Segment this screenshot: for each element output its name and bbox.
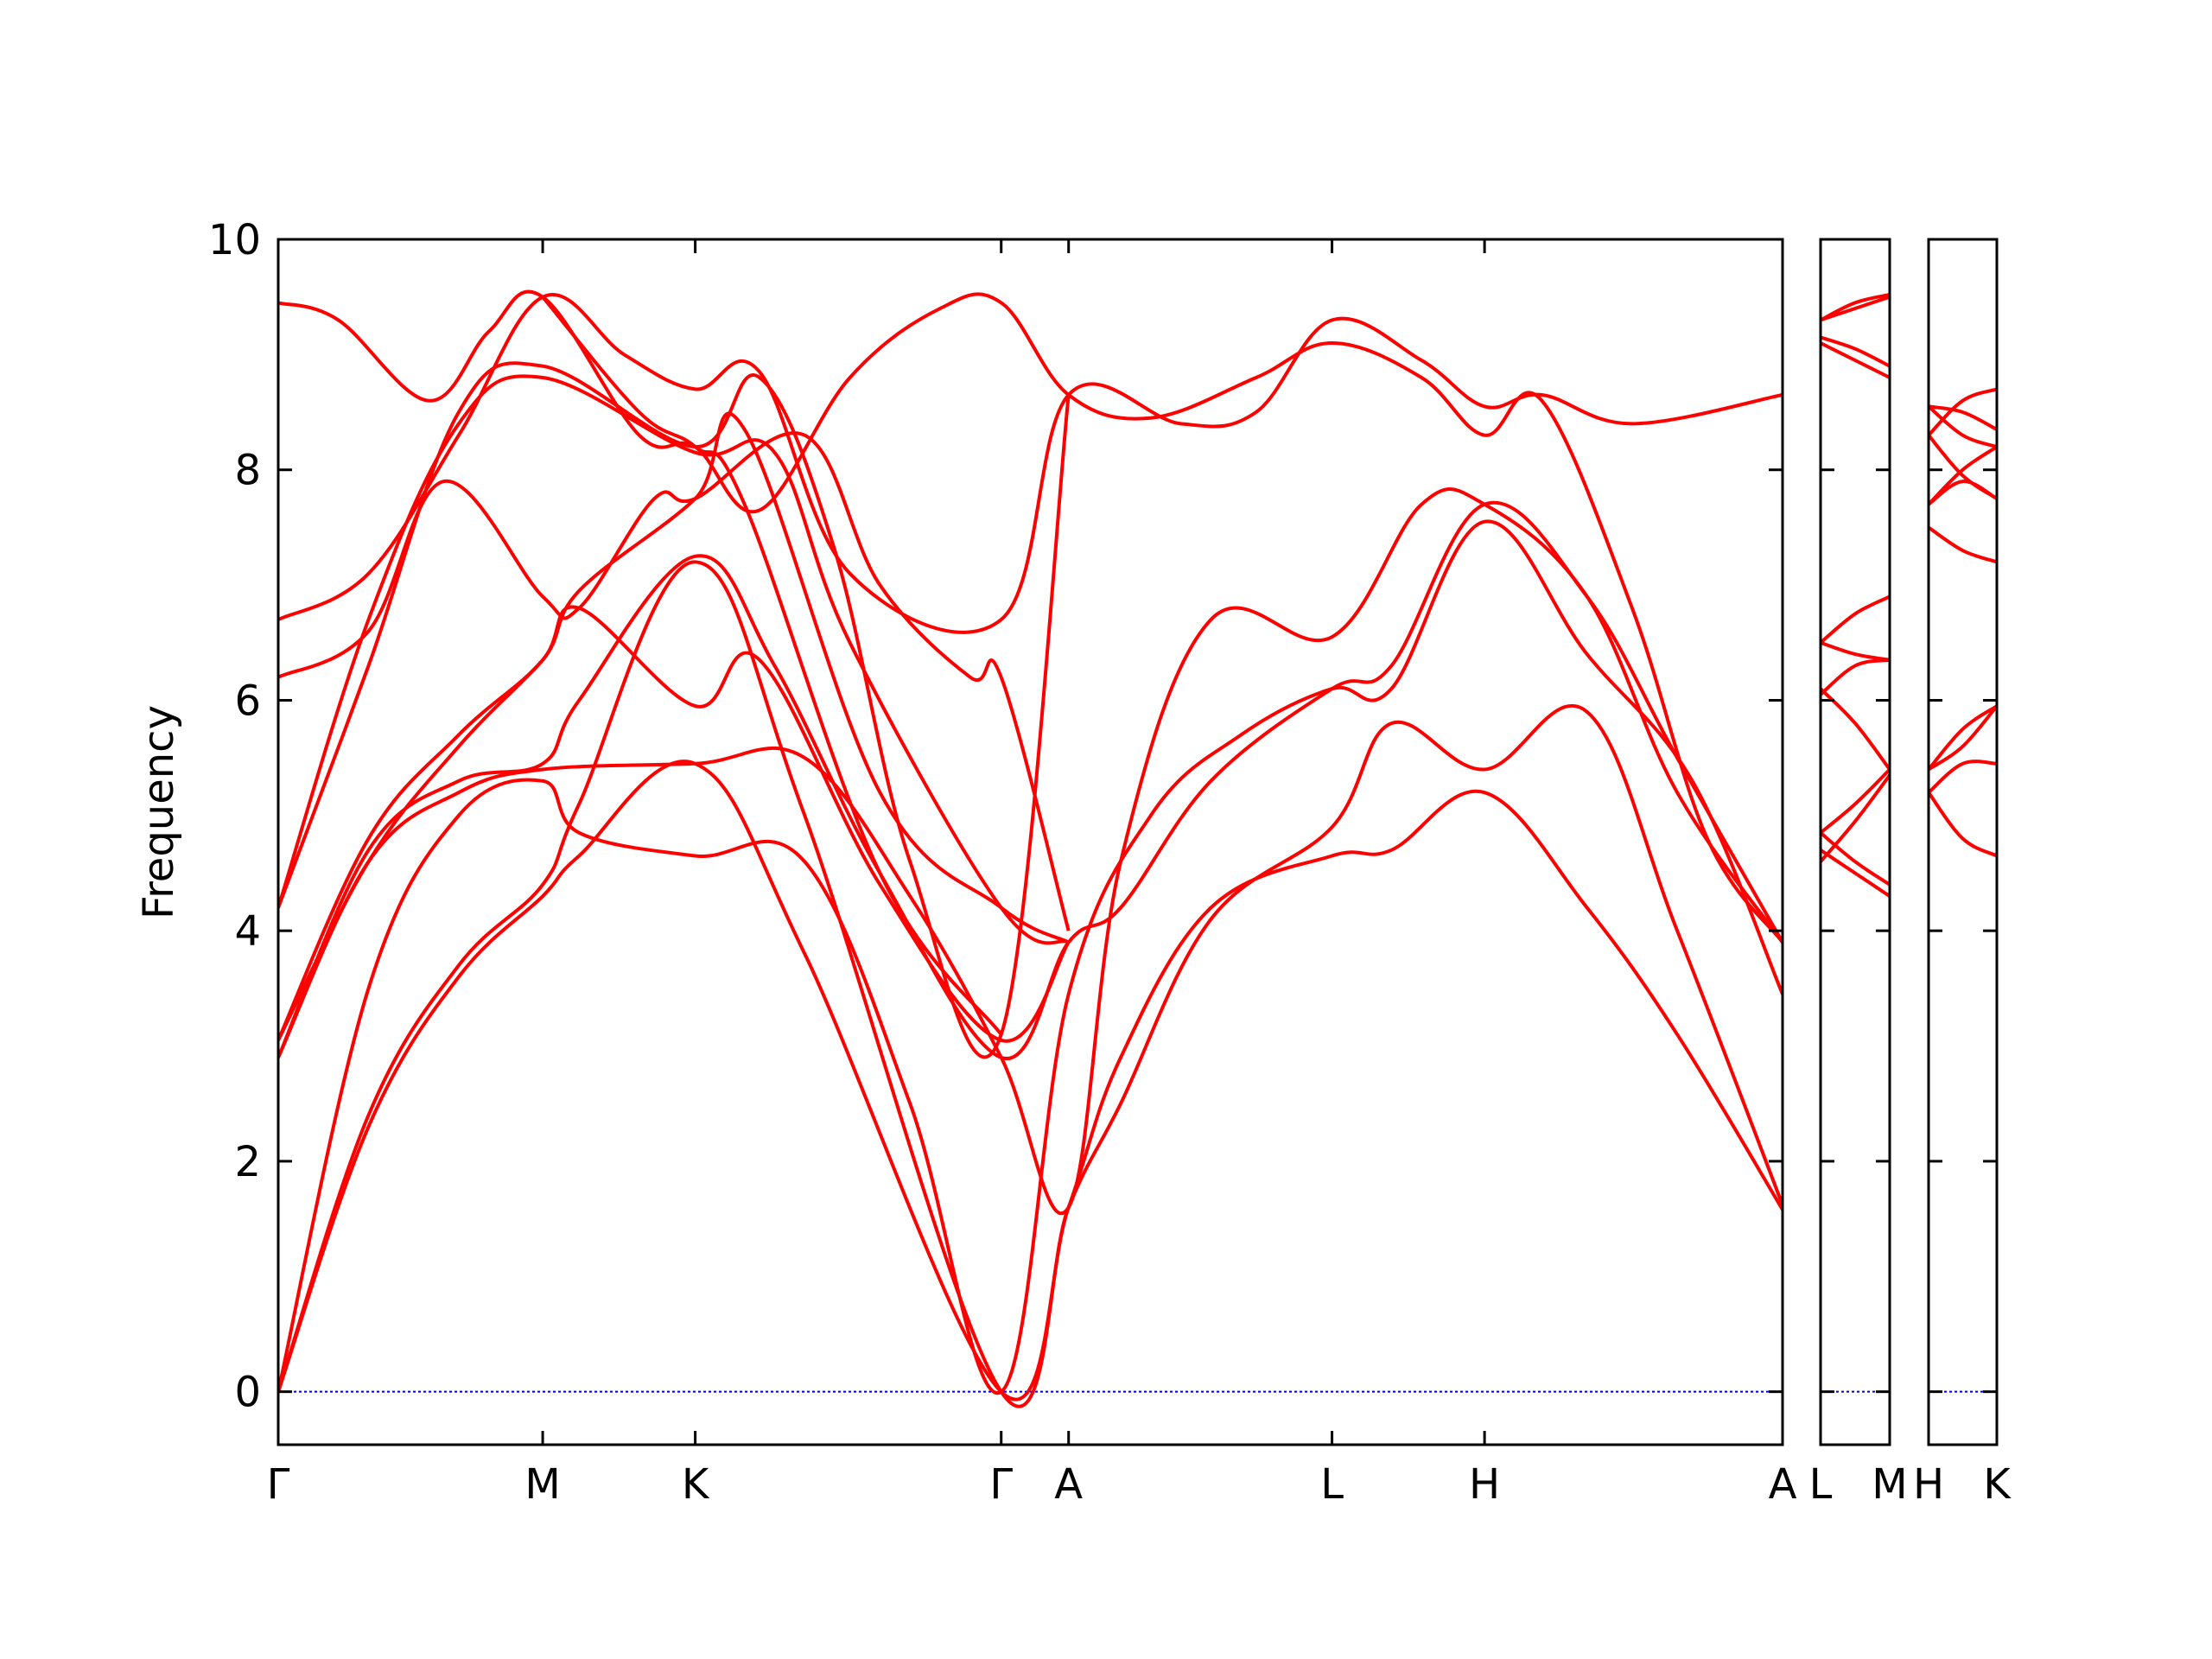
y-tick-label: 4 [234,907,261,956]
band-line-b1 [1929,760,1997,794]
band-line-band10 [278,431,1071,931]
bands [1929,387,1997,858]
band-line-band9 [278,361,1071,1059]
x-tick-label: Γ [267,1460,290,1509]
panel-frame [1819,238,1891,1446]
band-line-b10 [1821,335,1890,368]
band-line-b1 [1821,773,1890,863]
y-tick-label: 6 [234,677,261,725]
band-line-b9 [1929,387,1997,437]
band-line-band13 [541,296,1003,1036]
band-line-b4 [1821,831,1890,887]
band-line-b7 [1821,687,1890,771]
band-line-band2 [278,560,1783,1408]
x-tick-label: H [1913,1460,1944,1509]
x-tick-label: L [1320,1460,1344,1509]
band-line-band5 [278,500,1783,1061]
y-tick-label: 10 [208,216,261,264]
band-line-b3 [1821,849,1890,898]
band-line-band4 [278,487,1783,1216]
band-line-band3 [278,519,1783,1395]
x-tick-label: L [1809,1460,1833,1509]
x-tick-label: K [1983,1460,2012,1509]
band-line-b5 [1929,525,1997,564]
band-line-b10 [1929,404,1997,431]
y-tick-label: 0 [234,1369,261,1417]
x-tick-label: Γ [989,1460,1013,1509]
x-tick-label: A [1054,1460,1083,1509]
band-line-b8 [1929,434,1997,500]
x-tick-label: K [682,1460,710,1509]
band-line-b2 [1821,768,1890,835]
band-line-band11 [278,293,1783,634]
band-line-b4 [1929,704,1997,772]
band-line-b8 [1821,640,1890,662]
panel-frame [1927,238,1999,1446]
x-tick-label: M [1872,1460,1907,1509]
bands [1821,293,1890,898]
panel-frame [276,238,1784,1446]
x-tick-label: M [524,1460,560,1509]
band-line-b5 [1821,658,1890,696]
y-axis-label: Frequency [135,705,183,919]
band-line-band8 [278,374,1070,945]
band-line-b9 [1821,341,1890,379]
x-tick-label: A [1769,1460,1797,1509]
band-line-b2 [1929,791,1997,858]
bands [278,289,1783,1408]
y-tick-label: 8 [234,447,261,495]
band-line-b11 [1821,295,1890,322]
band-line-band12 [278,289,1783,944]
band-line-band7 [278,411,1070,1041]
y-tick-label: 2 [234,1138,261,1186]
band-line-b12 [1821,293,1890,322]
band-line-b6 [1821,594,1890,645]
band-line-b3 [1929,704,1997,771]
x-tick-label: H [1469,1460,1500,1509]
band-line-b11 [1929,404,1997,449]
